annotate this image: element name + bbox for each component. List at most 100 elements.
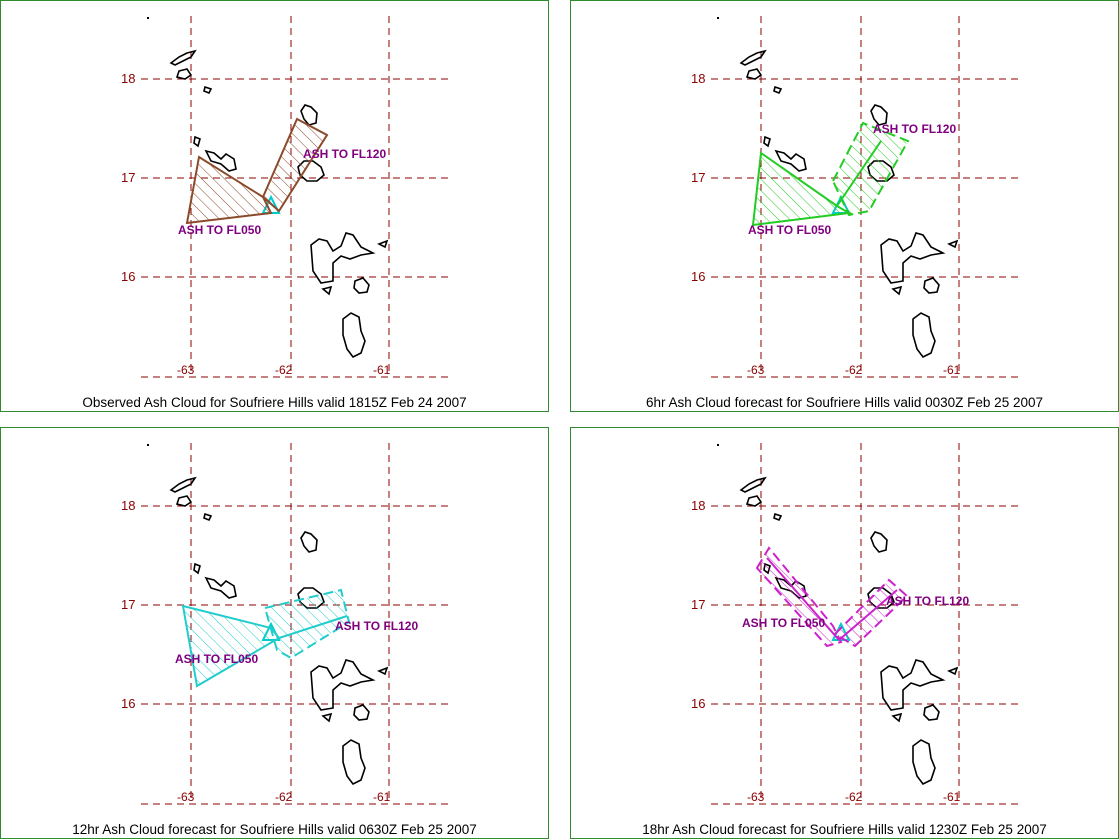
island-outline [923,277,940,294]
map-canvas [141,16,451,378]
ash-label-fl120: ASH TO FL120 [335,619,419,633]
lat-label-16: 16 [691,269,706,284]
island-outline [321,285,333,296]
island-outline [947,239,959,249]
island-outline [870,531,888,553]
lat-label-17: 17 [691,597,706,612]
island-outline [891,285,903,296]
island-outline [870,104,888,126]
lon-label-61: -61 [943,790,961,804]
map-canvas [711,16,1021,378]
island-outline [342,312,366,359]
island-outline [203,85,213,95]
lat-label-18: 18 [121,71,136,86]
island-outline [947,666,959,676]
island-outline [300,531,318,553]
lon-label-63: -63 [177,363,195,377]
island-outline [774,149,807,172]
island-outline [300,104,318,126]
coastlines [147,444,389,786]
lon-label-63: -63 [747,363,765,377]
lon-label-61: -61 [373,790,391,804]
island-outline [880,659,946,711]
lon-label-63: -63 [177,790,195,804]
ash-label-fl120: ASH TO FL120 [886,594,970,608]
lat-label-17: 17 [121,170,136,185]
island-outline [204,576,237,599]
lat-lon-grid [711,443,1021,805]
island-outline [175,495,193,507]
island-outline [912,739,936,786]
island-outline [377,239,389,249]
island-outline [880,232,946,284]
ash-cloud-axis [278,615,348,639]
island-outline [203,512,213,522]
ash-cloud-high [261,117,329,213]
lat-label-16: 16 [121,696,136,711]
lat-label-17: 17 [691,170,706,185]
lat-label-18: 18 [121,498,136,513]
lon-label-62: -62 [275,363,293,377]
island-dot [147,17,149,19]
ash-cloud-axis [836,140,882,207]
island-outline [739,476,767,493]
island-outline [377,666,389,676]
island-outline [912,312,936,359]
island-outline [310,232,376,284]
ash-label-fl050: ASH TO FL050 [178,223,262,237]
island-outline [193,562,201,575]
ash-label-fl050: ASH TO FL050 [175,652,259,666]
island-outline [169,49,197,66]
island-dot [717,17,719,19]
lon-label-62: -62 [845,363,863,377]
island-outline [342,739,366,786]
island-dot [717,444,719,446]
panel-caption: 12hr Ash Cloud forecast for Soufriere Hi… [72,822,477,837]
map-panel-12hr: 18 17 16 -63 -62 -61 ASH TO FL050 ASH TO… [0,427,549,839]
lon-label-63: -63 [747,790,765,804]
island-outline [353,277,370,294]
ash-cloud-high [263,588,351,660]
ash-cloud-low [181,604,281,688]
island-outline [193,135,201,148]
ash-cloud-low [185,155,273,225]
island-outline [321,712,333,723]
lat-label-18: 18 [691,498,706,513]
ash-label-fl120: ASH TO FL120 [303,147,387,161]
island-outline [891,712,903,723]
lon-label-61: -61 [373,363,391,377]
island-outline [773,512,783,522]
ash-cloud-low [751,151,853,227]
map-canvas [711,443,1021,805]
lat-label-16: 16 [691,696,706,711]
ash-label-fl050: ASH TO FL050 [742,616,826,630]
ash-cloud-low [755,546,843,648]
lat-label-18: 18 [691,71,706,86]
island-outline [353,704,370,721]
map-panel-6hr: 18 17 16 -63 -62 -61 ASH TO FL050 ASH TO… [570,0,1119,412]
island-outline [739,49,767,66]
map-panel-18hr: 18 17 16 -63 -62 -61 ASH TO FL050 ASH TO… [570,427,1119,839]
ash-label-fl050: ASH TO FL050 [748,223,832,237]
island-outline [310,659,376,711]
island-outline [175,68,193,80]
island-outline [773,85,783,95]
island-outline [745,68,763,80]
coastlines [717,444,959,786]
map-canvas [141,443,451,805]
island-outline [745,495,763,507]
coastlines [147,17,389,359]
ash-label-fl120: ASH TO FL120 [873,122,957,136]
lon-label-62: -62 [275,790,293,804]
island-dot [147,444,149,446]
lat-label-17: 17 [121,597,136,612]
island-outline [923,704,940,721]
ash-cloud-axis [766,557,840,641]
ash-cloud-high [831,121,910,217]
island-outline [169,476,197,493]
lon-label-62: -62 [845,790,863,804]
panel-caption: Observed Ash Cloud for Soufriere Hills v… [82,395,467,410]
panel-caption: 18hr Ash Cloud forecast for Soufriere Hi… [642,822,1047,837]
panel-caption: 6hr Ash Cloud forecast for Soufriere Hil… [646,395,1043,410]
lat-label-16: 16 [121,269,136,284]
